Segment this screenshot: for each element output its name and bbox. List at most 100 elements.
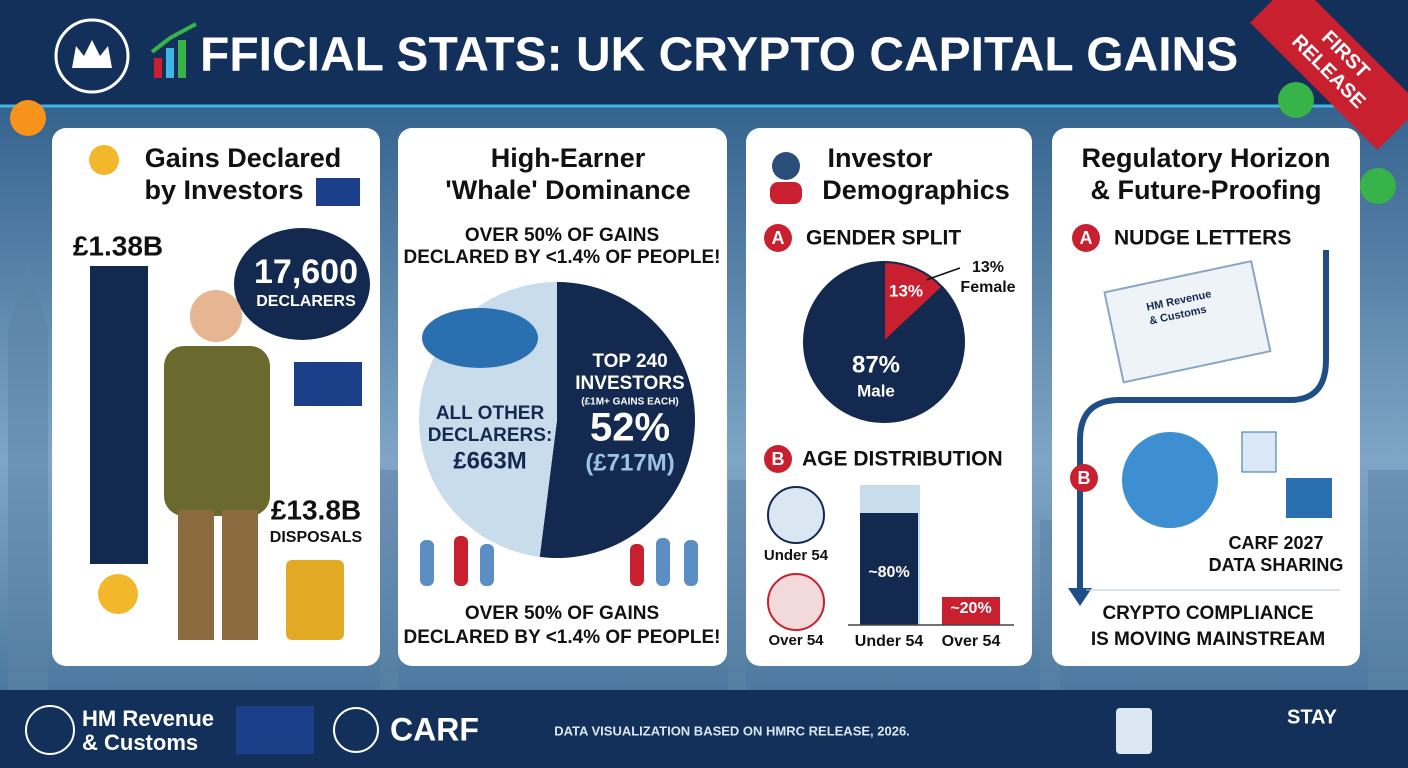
panel-title: Regulatory Horizon bbox=[1081, 143, 1330, 173]
footer-hmrc: HM Revenue bbox=[82, 706, 214, 731]
coin-icon bbox=[98, 574, 138, 614]
carf-caption: CARF 2027 bbox=[1228, 533, 1323, 553]
panel-title: High-Earner bbox=[491, 143, 646, 173]
carf-icon bbox=[333, 707, 379, 753]
section-heading: GENDER SPLIT bbox=[806, 227, 961, 250]
panel-title: by Investors bbox=[144, 175, 303, 205]
bar-category: Over 54 bbox=[942, 633, 1001, 650]
gender-pie bbox=[803, 260, 965, 423]
badge bbox=[764, 224, 792, 252]
badge bbox=[1072, 224, 1100, 252]
whale-icon bbox=[422, 308, 538, 368]
bar-category: Under 54 bbox=[855, 633, 924, 650]
skyline bbox=[8, 260, 1408, 690]
eth-coin bbox=[1360, 168, 1396, 204]
panel-title: Gains Declared bbox=[145, 143, 342, 173]
panel-title: Demographics bbox=[822, 175, 1010, 205]
top-label: TOP 240 bbox=[592, 351, 667, 372]
bar bbox=[860, 513, 918, 625]
calculator-icon bbox=[1116, 708, 1152, 754]
top-share: 52% bbox=[590, 406, 670, 450]
growth-icon bbox=[150, 22, 197, 78]
top-label: INVESTORS bbox=[575, 373, 684, 394]
callout-line bbox=[925, 267, 961, 281]
male-share: 87% bbox=[852, 351, 900, 378]
top-amount: (£717M) bbox=[585, 449, 674, 476]
badge-text: A bbox=[772, 228, 785, 248]
female-share: 13% bbox=[889, 281, 923, 300]
conclusion: IS MOVING MAINSTREAM bbox=[1091, 629, 1325, 650]
panel-title: 'Whale' Dominance bbox=[445, 175, 690, 205]
gains-amount: £1.38B bbox=[73, 230, 163, 261]
panel-title: & Future-Proofing bbox=[1091, 175, 1322, 205]
badge-text: A bbox=[1080, 228, 1093, 248]
badge-text: B bbox=[772, 449, 785, 469]
globe bbox=[1122, 432, 1218, 528]
others-label: ALL OTHER bbox=[436, 403, 545, 424]
coin-stack bbox=[286, 560, 344, 640]
crown bbox=[72, 40, 112, 68]
arrow-head bbox=[1068, 588, 1092, 606]
ribbon: FIRST RELEASE bbox=[1250, 0, 1408, 150]
badge-text: B bbox=[1078, 468, 1091, 488]
bar-label: ~80% bbox=[868, 564, 909, 581]
conclusion: CRYPTO COMPLIANCE bbox=[1102, 603, 1313, 624]
folder-icon bbox=[1286, 478, 1332, 518]
section-heading: AGE DISTRIBUTION bbox=[802, 448, 1003, 471]
crest bbox=[54, 18, 130, 94]
pie-slice bbox=[539, 282, 695, 558]
declarers-count: 17,600 bbox=[254, 253, 358, 291]
male-label: Male bbox=[857, 381, 895, 400]
eth-coin bbox=[1278, 82, 1314, 118]
declarers-label: DECLARERS bbox=[256, 293, 356, 310]
flow-arrow bbox=[1077, 250, 1329, 590]
avatar-label: Under 54 bbox=[764, 547, 829, 564]
person-icon bbox=[772, 152, 800, 180]
disposals-amount: £13.8B bbox=[271, 494, 361, 525]
btc-coin bbox=[10, 100, 46, 136]
people-icons bbox=[420, 536, 698, 586]
person-icon bbox=[770, 182, 802, 204]
investor-figure bbox=[164, 290, 270, 640]
bar bbox=[942, 597, 1000, 625]
gains-bar bbox=[90, 266, 148, 564]
uk-flag bbox=[294, 362, 362, 406]
callout-label: Female bbox=[960, 279, 1015, 296]
bar-label: ~20% bbox=[950, 600, 991, 617]
avatar bbox=[767, 486, 825, 544]
footer-note: DECLARED BY <1.4% OF PEOPLE! bbox=[404, 627, 721, 648]
uk-flag bbox=[236, 706, 314, 754]
others-label: DECLARERS: bbox=[428, 425, 553, 446]
age-chart: ~80% Under 54 ~20% Over 54 bbox=[848, 485, 1014, 650]
pie-slice bbox=[803, 260, 965, 423]
pie-slice bbox=[883, 260, 944, 345]
footer-hmrc: & Customs bbox=[82, 730, 198, 755]
crest bbox=[25, 705, 75, 755]
panel-title: Investor bbox=[827, 143, 933, 173]
headline: OVER 50% OF GAINS bbox=[465, 225, 659, 246]
callout-share: 13% bbox=[972, 259, 1004, 276]
doc-icon bbox=[1241, 431, 1277, 473]
top-note: (£1M+ GAINS EACH) bbox=[581, 397, 679, 408]
header-bar bbox=[0, 0, 1408, 106]
disposals-label: DISPOSALS bbox=[270, 529, 363, 546]
carf-caption: DATA SHARING bbox=[1209, 555, 1344, 575]
speech-bubble bbox=[234, 228, 370, 340]
avatar-label: Over 54 bbox=[768, 632, 824, 649]
coin-icon bbox=[89, 145, 119, 175]
badge bbox=[764, 445, 792, 473]
others-amount: £663M bbox=[453, 447, 526, 474]
footer-cta: STAY bbox=[1287, 706, 1338, 728]
section-heading: NUDGE LETTERS bbox=[1114, 227, 1291, 250]
uk-flag bbox=[316, 178, 360, 206]
footer-carf: CARF bbox=[390, 711, 479, 747]
footer-bar bbox=[0, 690, 1408, 768]
page-title: FFICIAL STATS: UK CRYPTO CAPITAL GAINS bbox=[200, 29, 1238, 82]
headline: DECLARED BY <1.4% OF PEOPLE! bbox=[404, 247, 721, 268]
avatar bbox=[767, 573, 825, 631]
footer-source: DATA VISUALIZATION BASED ON HMRC RELEASE… bbox=[554, 723, 910, 738]
letter: HM Revenue & Customs bbox=[1103, 259, 1272, 384]
badge bbox=[1070, 464, 1098, 492]
footer-note: OVER 50% OF GAINS bbox=[465, 603, 659, 624]
